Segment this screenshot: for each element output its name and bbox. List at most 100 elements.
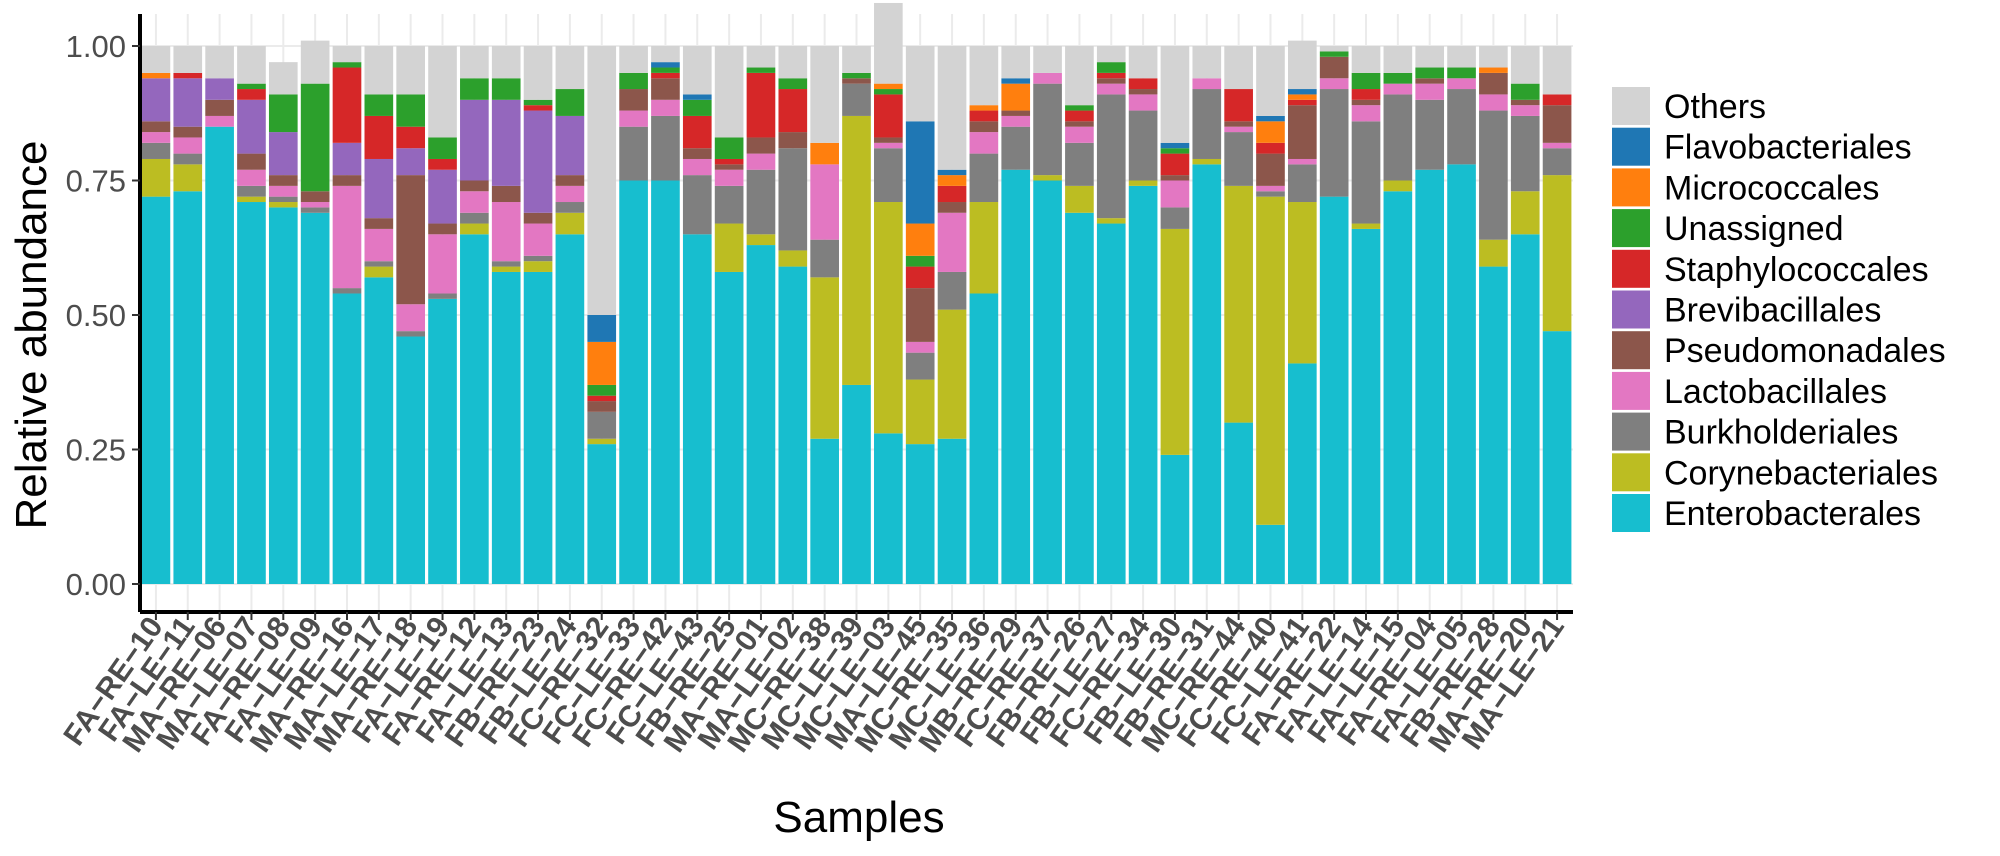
bar-segment [1128,94,1158,111]
bar-segment [1256,115,1285,122]
bar-segment [173,191,203,584]
bar-segment [1479,110,1508,240]
bar-segment [842,115,871,385]
bar-segment [173,164,203,192]
legend-label: Burkholderiales [1664,414,1898,452]
bar-segment [428,234,457,294]
bar-segment [491,78,521,100]
bar-segment [523,105,553,111]
bar-segment [905,341,935,353]
bar-segment [1383,72,1413,84]
legend-label: Others [1664,88,1766,126]
bar-segment [905,46,935,122]
bar-segment [1256,46,1285,116]
bar-segment [937,309,967,439]
bar-segment [1192,158,1222,165]
bar-segment [1096,218,1126,224]
bar-segment [778,148,808,251]
bar-segment [714,223,744,272]
bar-segment [523,46,553,100]
bar-segment [1479,46,1508,68]
bar-segment [300,83,330,192]
bar-segment [1160,46,1190,143]
legend-label: Staphylococcales [1664,251,1929,289]
bar-segment [268,185,298,197]
bar-segment [1542,94,1572,106]
bar-segment [141,132,171,143]
bar-segment [619,126,648,181]
bar-segment [1510,191,1540,235]
bar-segment [1096,46,1126,63]
legend-swatch [1612,453,1650,492]
bar-segment [746,46,776,68]
bar-segment [428,137,457,159]
bar-segment [1383,46,1413,73]
bar-segment [810,142,839,165]
bar-segment [268,202,298,208]
legend-label: Lactobacillales [1664,373,1887,411]
legend-swatch [1612,290,1650,329]
bar-segment [300,191,330,203]
bar-segment [237,153,266,170]
bar-segment [842,78,871,84]
bars-group [141,2,1572,585]
bar-segment [1287,94,1317,100]
bar-segment [1192,78,1222,90]
bar-segment [1128,180,1158,186]
bar-segment [682,99,712,116]
bar-segment [874,137,903,143]
bar-segment [1542,148,1572,176]
bar-segment [1033,83,1062,176]
bar-segment [1192,89,1222,159]
bar-segment [682,234,712,585]
bar-segment [1351,99,1381,106]
bar-segment [682,46,712,95]
bar-segment [237,196,266,203]
bar-segment [1224,422,1253,584]
bar-segment [364,277,394,584]
bar-segment [237,185,266,197]
bar-segment [937,438,967,584]
bar-segment [682,94,712,100]
bar-segment [842,83,871,116]
bar-segment [1256,524,1285,584]
bar-segment [1479,72,1508,95]
bar-segment [523,261,553,272]
bar-segment [1065,121,1094,127]
bar-segment [587,384,617,396]
bar-segment [1351,228,1381,585]
bar-segment [1160,153,1190,176]
bar-segment [205,126,234,584]
bar-segment [937,212,967,272]
bar-segment [173,78,203,127]
bar-segment [428,158,457,170]
bar-segment [905,379,935,445]
bar-segment [969,153,999,203]
bar-segment [1256,191,1285,197]
bar-segment [141,46,171,73]
bar-segment [1033,72,1062,84]
legend-swatch [1612,209,1650,248]
bar-segment [332,175,362,186]
bar-segment [746,72,776,138]
bar-segment [1224,132,1253,186]
bar-segment [969,110,999,122]
bar-segment [1192,46,1222,79]
bar-segment [300,212,330,584]
bar-segment [1479,239,1508,267]
bar-segment [396,46,426,95]
bar-segment [905,255,935,267]
bar-segment [268,62,298,95]
bar-segment [969,46,999,106]
bar-segment [1256,121,1285,143]
bar-segment [619,72,648,90]
bar-segment [1065,46,1094,106]
bar-segment [619,89,648,111]
bar-segment [491,202,521,262]
bar-segment [555,89,585,116]
bar-segment [778,266,808,584]
bar-segment [396,148,426,176]
bar-segment [523,271,553,584]
bar-segment [714,46,744,138]
legend-label: Brevibacillales [1664,292,1881,330]
